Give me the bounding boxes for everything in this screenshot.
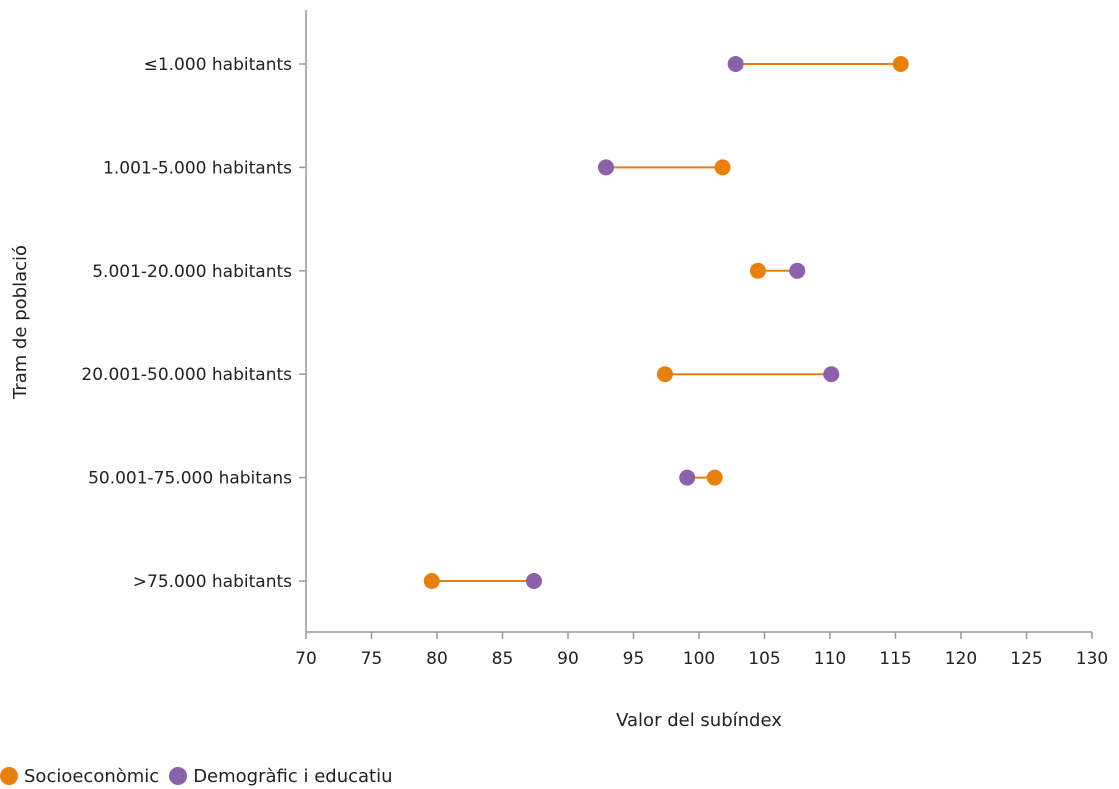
demographic-point[interactable] <box>823 366 840 383</box>
socioeconomic-point[interactable] <box>656 366 673 383</box>
y-axis: ≤1.000 habitants 1.001-5.000 habitants 5.0… <box>81 10 307 632</box>
y-tick-label: 50.001-75.000 habitans <box>88 469 292 489</box>
x-axis-title: Valor del subíndex <box>616 710 782 731</box>
x-tick-label: 80 <box>426 649 448 669</box>
socioeconomic-point[interactable] <box>706 469 723 486</box>
plot-area <box>423 56 909 589</box>
dumbbell-chart: ≤1.000 habitants 1.001-5.000 habitants 5.0… <box>10 10 1108 731</box>
legend-swatch-demographic <box>169 767 188 785</box>
demographic-point[interactable] <box>679 469 696 486</box>
socioeconomic-point[interactable] <box>892 56 909 72</box>
demographic-point[interactable] <box>597 159 614 176</box>
y-tick-label: 20.001-50.000 habitants <box>81 365 292 385</box>
legend: Socioeconòmic Demogràfic i educatiu <box>0 764 403 788</box>
x-tick-label: 125 <box>1010 649 1042 669</box>
demographic-point[interactable] <box>727 56 744 72</box>
x-tick-label: 130 <box>1076 649 1108 669</box>
legend-swatch-socioeconomic <box>0 767 18 785</box>
x-tick-label: 95 <box>623 649 645 669</box>
legend-label-demographic: Demogràfic i educatiu <box>193 765 393 787</box>
x-tick-label: 110 <box>814 649 846 669</box>
legend-label-socioeconomic: Socioeconòmic <box>24 765 160 787</box>
x-tick-label: 90 <box>557 649 579 669</box>
socioeconomic-point[interactable] <box>749 262 766 279</box>
demographic-point[interactable] <box>789 262 806 279</box>
x-tick-label: 85 <box>492 649 514 669</box>
socioeconomic-point[interactable] <box>714 159 731 176</box>
legend-item-demographic[interactable]: Demogràfic i educatiu <box>169 765 393 787</box>
x-tick-label: 105 <box>748 649 780 669</box>
y-tick-label: 1.001-5.000 habitants <box>103 158 292 178</box>
x-tick-label: 70 <box>295 649 317 669</box>
y-tick-label: ≤1.000 habitants <box>144 55 293 75</box>
x-tick-label: 115 <box>879 649 911 669</box>
legend-item-socioeconomic[interactable]: Socioeconòmic <box>0 766 159 787</box>
x-tick-label: 120 <box>945 649 977 669</box>
y-axis-title: Tram de població <box>10 245 31 400</box>
socioeconomic-point[interactable] <box>423 573 440 589</box>
x-axis: 70 75 80 85 90 95 100 105 110 115 120 125 130 <box>295 631 1108 669</box>
x-tick-label: 100 <box>683 649 715 669</box>
x-tick-label: 75 <box>361 649 383 669</box>
demographic-point[interactable] <box>525 573 542 589</box>
y-tick-label: >75.000 habitants <box>133 572 292 592</box>
y-tick-label: 5.001-20.000 habitants <box>92 262 292 282</box>
